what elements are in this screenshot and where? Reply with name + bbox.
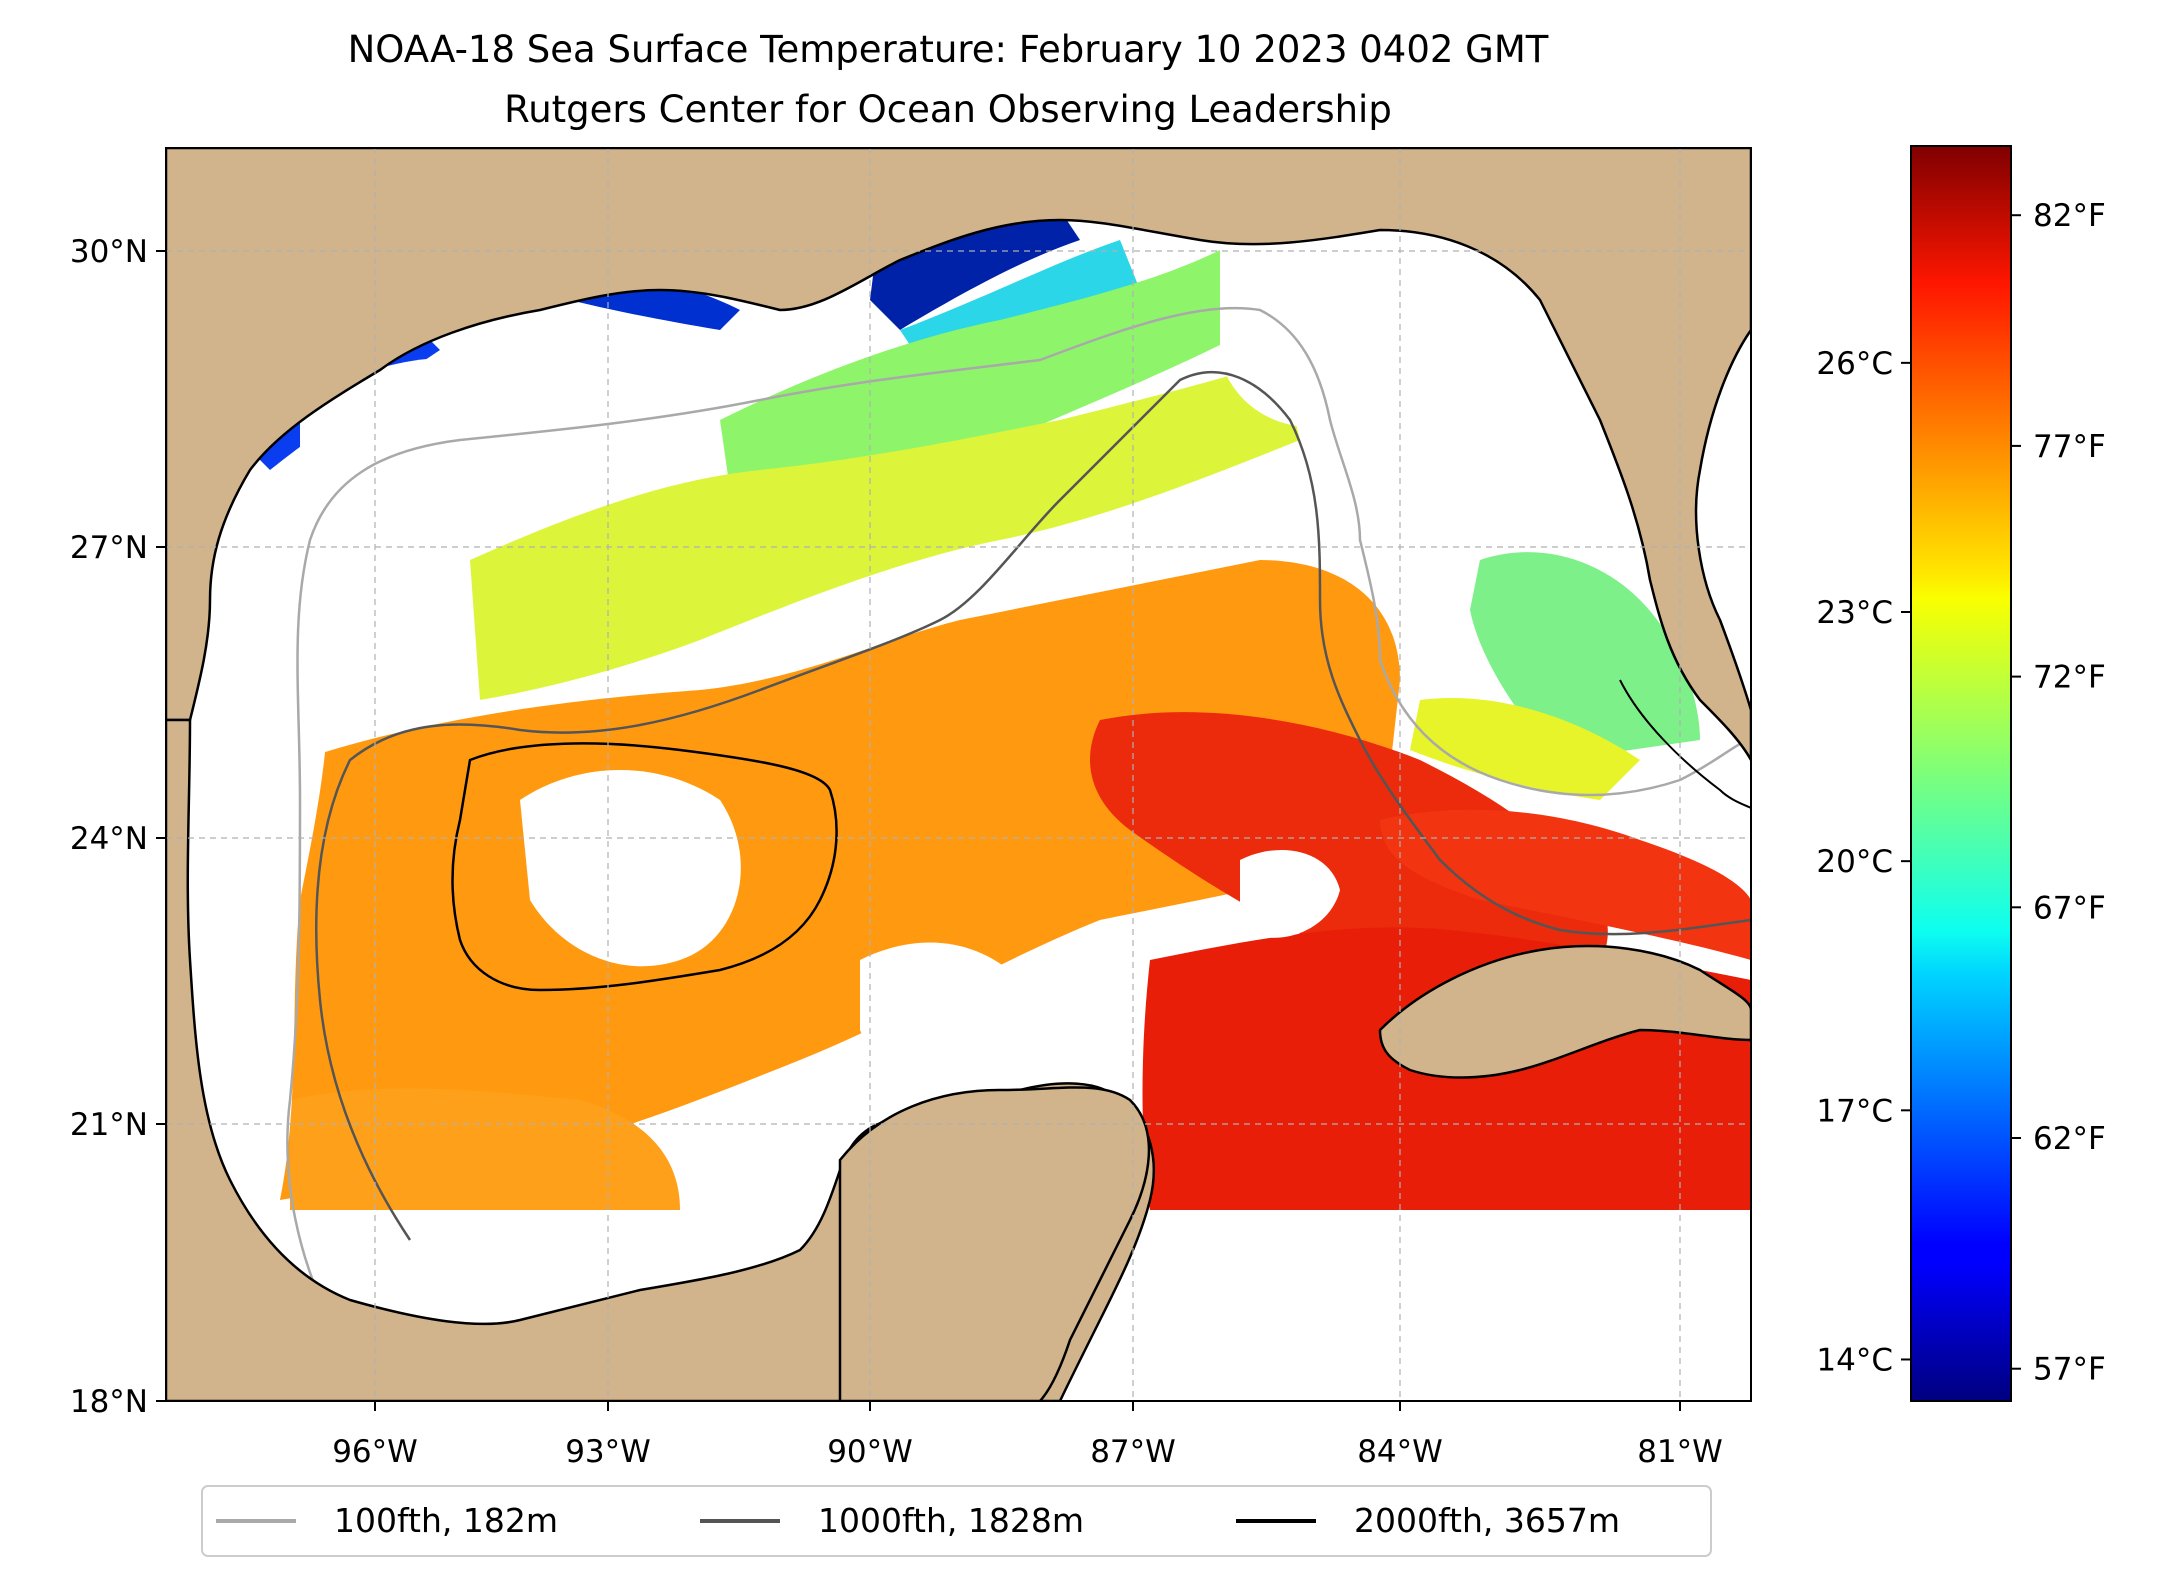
land-yucatan [838,1086,1151,1401]
celsius-tick-label: 23°C [1816,595,1893,631]
fahrenheit-tick-label: 72°F [2033,660,2106,696]
cloud-west [170,572,329,1210]
sst-red-florida-straits [1380,809,1751,960]
cloud-gulf-center [860,942,1028,1102]
contour-100fth [286,306,1751,1321]
sst-yellow-florida-shelf [1410,698,1640,800]
cloud-central [520,770,741,967]
lat-label: 30°N [70,234,148,270]
lat-axis [156,250,166,1402]
legend-label-1000fth: 1000fth, 1828m [818,1501,1084,1540]
lat-labels: 30°N 27°N 24°N 21°N 18°N [70,234,148,1420]
contour-1000fth [315,370,1751,1241]
lat-label: 21°N [70,1107,148,1143]
lat-label: 27°N [70,530,148,566]
colorbar-celsius-ticks: 26°C 23°C 20°C 17°C 14°C [1816,346,1911,1378]
fahrenheit-tick-label: 77°F [2033,429,2106,465]
colorbar: 26°C 23°C 20°C 17°C 14°C 82°F 77°F 72°F 67°F 62°… [1816,145,2106,1402]
lon-label: 90°W [827,1434,913,1470]
lon-labels: 96°W 93°W 90°W 87°W 84°W 81°W [332,1434,1723,1470]
celsius-tick-label: 17°C [1816,1093,1893,1129]
sst-yellow-shelf [470,360,1300,700]
contour-2000fth [451,742,838,992]
cloud-east-shelf [1220,240,1446,428]
lon-label: 84°W [1357,1434,1443,1470]
lon-label: 96°W [332,1434,418,1470]
lon-label: 93°W [565,1434,651,1470]
celsius-tick-label: 14°C [1816,1342,1893,1378]
fahrenheit-tick-label: 82°F [2033,198,2106,234]
land-florida-tip [1619,679,1751,809]
sst-orange-bay-of-campeche [290,1088,680,1210]
lat-label: 18°N [70,1384,148,1420]
map-gridlines [166,148,1751,1401]
legend-label-100fth: 100fth, 182m [334,1501,558,1540]
lon-label: 81°W [1637,1434,1723,1470]
bathymetry-contours [286,306,1751,1321]
fahrenheit-tick-label: 57°F [2033,1352,2106,1388]
land-cuba [1378,944,1751,1079]
colorbar-gradient [1910,145,2012,1402]
lon-label: 87°W [1090,1434,1176,1470]
map-frame [165,147,1752,1402]
fahrenheit-tick-label: 62°F [2033,1121,2106,1157]
lon-axis [374,1401,1681,1411]
colorbar-fahrenheit-ticks: 82°F 77°F 72°F 67°F 62°F 57°F [2011,198,2106,1388]
cloud-north [300,358,537,528]
legend-label-2000fth: 2000fth, 3657m [1354,1501,1620,1540]
map-title: NOAA-18 Sea Surface Temperature: Februar… [348,28,1549,71]
contour-legend: 100fth, 182m 1000fth, 1828m 2000fth, 365… [201,1485,1712,1557]
sst-green-florida-shelf [1470,552,1700,760]
sst-data-layer [250,199,1751,1210]
land-layer [166,148,1751,1401]
cloud-cuba-west [1240,850,1340,938]
legend-box [201,1485,1712,1557]
celsius-tick-label: 20°C [1816,844,1893,880]
lat-label: 24°N [70,821,148,857]
map-subtitle: Rutgers Center for Ocean Observing Leade… [504,88,1392,131]
sst-red-loop-current [1090,712,1608,1003]
fahrenheit-tick-label: 67°F [2033,890,2106,926]
celsius-tick-label: 26°C [1816,346,1893,382]
map-panel [166,148,1751,1401]
